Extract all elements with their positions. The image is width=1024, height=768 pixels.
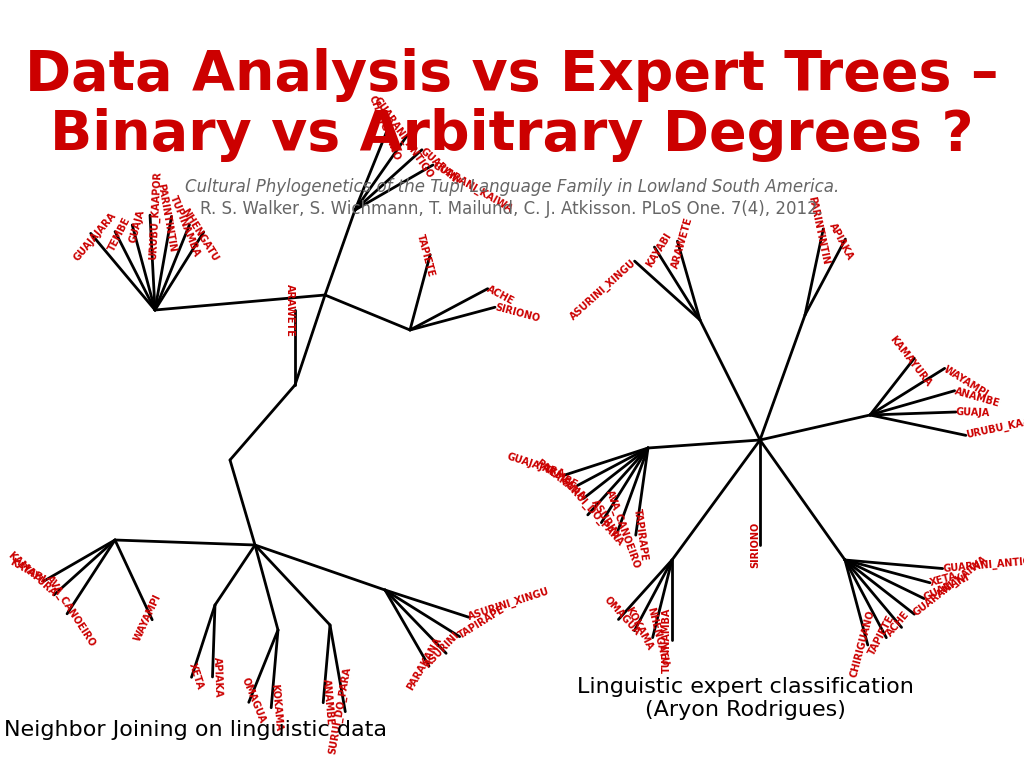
Text: OMAGUA: OMAGUA	[240, 676, 267, 725]
Text: ACHE: ACHE	[485, 284, 516, 307]
Text: R. S. Walker, S. Wichmann, T. Mailund, C. J. Atkisson. PLoS One. 7(4), 2012.: R. S. Walker, S. Wichmann, T. Mailund, C…	[201, 200, 823, 218]
Text: ASURINI_XINGU: ASURINI_XINGU	[467, 586, 551, 622]
Text: TAPIETE: TAPIETE	[867, 614, 897, 657]
Text: SIRIONO: SIRIONO	[750, 522, 760, 568]
Text: PARAKANA: PARAKANA	[406, 635, 443, 692]
Text: KAMAYURA: KAMAYURA	[5, 550, 57, 598]
Text: ANAMBE: ANAMBE	[953, 386, 1000, 409]
Text: ARAWETE: ARAWETE	[285, 283, 295, 336]
Text: Data Analysis vs Expert Trees –: Data Analysis vs Expert Trees –	[26, 48, 998, 102]
Text: TUPINAMBA: TUPINAMBA	[662, 607, 672, 673]
Text: ASURINI_XINGU: ASURINI_XINGU	[568, 257, 638, 322]
Text: AVA_CANOEIRO: AVA_CANOEIRO	[44, 574, 98, 649]
Text: GUARANI_KAIWA: GUARANI_KAIWA	[911, 554, 989, 618]
Text: GUARANI: GUARANI	[922, 572, 971, 603]
Text: TAPIRAPE: TAPIRAPE	[632, 508, 649, 561]
Text: KOKAMA: KOKAMA	[624, 605, 654, 651]
Text: KAMAYURA: KAMAYURA	[888, 334, 933, 389]
Text: GUARANI: GUARANI	[419, 146, 462, 187]
Text: SURUI_DO_PARA: SURUI_DO_PARA	[328, 667, 353, 755]
Text: OMAGUA: OMAGUA	[602, 594, 642, 637]
Text: ASURINI: ASURINI	[590, 498, 622, 541]
Text: Neighbor Joining on linguistic data: Neighbor Joining on linguistic data	[3, 720, 386, 740]
Text: TEMBE: TEMBE	[106, 215, 132, 253]
Text: SURUI_DO_PARA: SURUI_DO_PARA	[558, 475, 625, 548]
Text: APIAKA: APIAKA	[212, 657, 223, 697]
Text: ARAWETE: ARAWETE	[670, 216, 694, 270]
Text: SIRIONO: SIRIONO	[494, 303, 541, 324]
Text: CHIRIGUANO: CHIRIGUANO	[367, 94, 401, 163]
Text: GUARANI_ANTIGO: GUARANI_ANTIGO	[942, 555, 1024, 574]
Text: WAYAMPI: WAYAMPI	[942, 364, 990, 399]
Text: TAPIETE: TAPIETE	[415, 233, 436, 279]
Text: TUPINAMBA: TUPINAMBA	[168, 194, 202, 259]
Text: KAYABI: KAYABI	[8, 558, 46, 585]
Text: GUAJAJARA: GUAJAJARA	[506, 452, 566, 480]
Text: APIAKA: APIAKA	[827, 221, 855, 262]
Text: GUAJA: GUAJA	[955, 407, 990, 419]
Text: TEMBE: TEMBE	[543, 464, 580, 490]
Text: PARINTINTIN: PARINTINTIN	[806, 195, 830, 265]
Text: ACHE: ACHE	[885, 610, 911, 639]
Text: Binary vs Arbitrary Degrees ?: Binary vs Arbitrary Degrees ?	[50, 108, 974, 162]
Text: PARAKANA: PARAKANA	[534, 458, 587, 502]
Text: GUARANI_KAIWA: GUARANI_KAIWA	[430, 161, 514, 215]
Text: WAYAMPI: WAYAMPI	[132, 592, 163, 643]
Text: KOKAMA: KOKAMA	[269, 684, 284, 731]
Text: URUBU_KAAPOR: URUBU_KAAPOR	[965, 412, 1024, 440]
Text: ANAMBE: ANAMBE	[322, 679, 335, 726]
Text: GUAJAJARA: GUAJAJARA	[72, 210, 118, 263]
Text: CHIRIGUANO: CHIRIGUANO	[849, 609, 877, 678]
Text: NHENGATU: NHENGATU	[645, 606, 670, 667]
Text: GUAJA: GUAJA	[128, 209, 146, 244]
Text: AVA_CANOEIRO: AVA_CANOEIRO	[604, 488, 642, 570]
Text: NHENGATU: NHENGATU	[179, 207, 220, 263]
Text: Linguistic expert classification
(Aryon Rodrigues): Linguistic expert classification (Aryon …	[577, 677, 913, 720]
Text: PARINTINTIN: PARINTINTIN	[156, 182, 177, 253]
Text: GUARANI_ANTIGO: GUARANI_ANTIGO	[372, 95, 435, 180]
Text: KAYABI: KAYABI	[644, 230, 673, 269]
Text: ASURINI: ASURINI	[423, 630, 462, 670]
Text: Cultural Phylogenetics of the Tupi Language Family in Lowland South America.: Cultural Phylogenetics of the Tupi Langu…	[185, 178, 839, 196]
Text: XETA: XETA	[187, 661, 205, 690]
Text: XETA: XETA	[929, 571, 958, 588]
Text: TAPIRAPE: TAPIRAPE	[457, 604, 507, 641]
Text: URUBU_KAAPOR: URUBU_KAAPOR	[147, 170, 163, 260]
